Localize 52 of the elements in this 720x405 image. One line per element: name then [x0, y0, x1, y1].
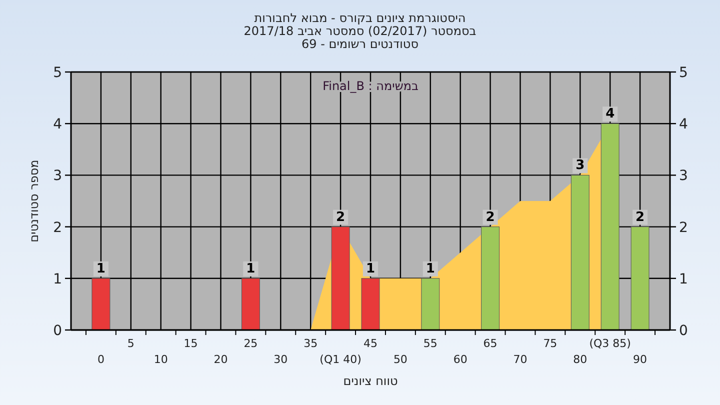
chart-subtitle: בסמסטר (02/2017) סמסטר אביב 2017/18 — [244, 24, 476, 38]
y2-tick-label: 5 — [679, 65, 688, 81]
data-label: 2 — [486, 210, 495, 225]
x-tick-label: 50 — [393, 353, 408, 366]
data-label: 1 — [426, 261, 435, 276]
y-tick-label: 2 — [53, 220, 62, 236]
data-label: 3 — [576, 158, 585, 174]
x-tick-label: 30 — [274, 353, 288, 366]
x-axis-title: טווח ציונים — [343, 374, 398, 388]
x-tick-label: 60 — [453, 353, 468, 366]
x-tick-label: 90 — [633, 353, 648, 366]
y2-tick-label: 3 — [679, 168, 688, 184]
x-tick-label: 65 — [483, 337, 498, 350]
bar — [421, 278, 440, 330]
y-tick-label: 4 — [53, 116, 62, 133]
y-tick-label: 1 — [53, 271, 62, 288]
bar — [92, 278, 110, 330]
y-tick-label: 5 — [53, 65, 62, 81]
bar — [630, 226, 650, 330]
x-tick-label: 0 — [97, 353, 104, 366]
data-label: 1 — [246, 261, 256, 276]
y-tick-label: 3 — [53, 168, 62, 184]
y2-tick-label: 0 — [679, 323, 688, 339]
x-tick-label: 15 — [184, 337, 198, 350]
chart-title: היסטוגרמת ציונים בקורס - מבוא לחבורות — [254, 11, 466, 25]
data-label: 4 — [606, 106, 615, 122]
y-axis-title: מספר סטודנטים — [27, 160, 41, 242]
x-tick-label: 35 — [304, 337, 318, 350]
y2-tick-label: 1 — [679, 271, 688, 288]
x-tick-label: (Q1 40) — [320, 353, 362, 366]
y2-tick-label: 2 — [679, 220, 688, 236]
x-tick-label: 70 — [513, 353, 528, 366]
data-label: 2 — [336, 210, 346, 225]
x-tick-label: 55 — [423, 337, 438, 350]
bar — [481, 226, 500, 330]
data-label: 1 — [96, 261, 106, 276]
x-tick-label: 10 — [154, 353, 168, 366]
x-tick-label: 45 — [364, 337, 378, 350]
bar — [331, 226, 350, 330]
x-tick-label: 20 — [214, 353, 228, 366]
text: סטודנטים רשומים - 69 — [301, 37, 419, 51]
y-tick-label: 0 — [53, 323, 62, 339]
bar — [361, 278, 380, 330]
data-label: 1 — [366, 261, 376, 276]
x-tick-label: (Q3 85) — [589, 337, 631, 350]
y2-tick-label: 4 — [679, 116, 688, 133]
data-label: 2 — [636, 210, 645, 225]
bar — [241, 278, 260, 330]
x-tick-label: 5 — [127, 337, 134, 350]
x-tick-label: 75 — [543, 337, 558, 350]
x-tick-label: 80 — [573, 353, 588, 366]
x-tick-label: 25 — [244, 337, 258, 350]
